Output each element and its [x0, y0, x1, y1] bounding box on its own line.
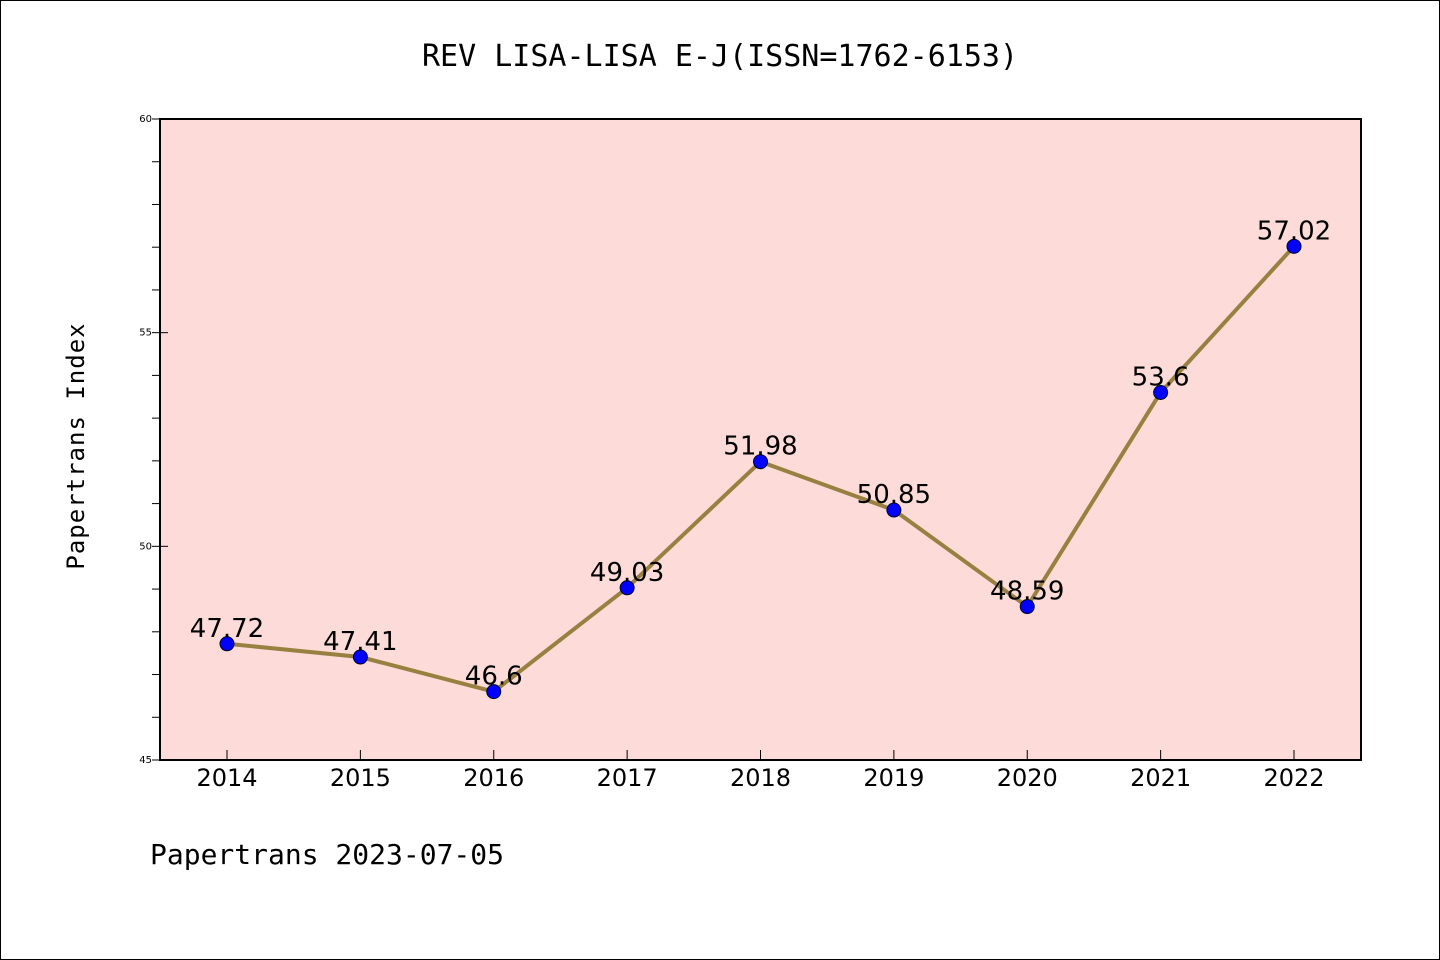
data-point	[886, 502, 902, 518]
data-label: 47.41	[323, 627, 397, 657]
data-point	[1286, 238, 1302, 254]
data-point	[1153, 384, 1169, 400]
chart-title: REV LISA-LISA E-J(ISSN=1762-6153)	[422, 39, 1018, 74]
x-tick-label: 2014	[196, 764, 257, 792]
data-label: 46.6	[465, 662, 523, 692]
series	[219, 238, 1302, 700]
data-label: 47.72	[190, 614, 264, 644]
footer-text: Papertrans 2023-07-05	[150, 838, 504, 871]
data-point	[1019, 599, 1035, 615]
y-tick-label: 45	[139, 755, 152, 766]
x-tick-label: 2015	[330, 764, 391, 792]
data-label: 48.59	[990, 577, 1064, 607]
data-label: 53.6	[1132, 362, 1190, 392]
data-point	[219, 636, 235, 652]
data-point	[486, 684, 502, 700]
x-tick-label: 2019	[863, 764, 924, 792]
x-tick-label: 2017	[597, 764, 658, 792]
y-tick-label: 55	[139, 328, 152, 339]
x-tick-label: 2016	[463, 764, 524, 792]
data-point	[619, 580, 635, 596]
data-point	[753, 454, 768, 470]
y-axis-label: Papertrans Index	[62, 322, 90, 569]
y-tick-label: 60	[139, 114, 152, 125]
data-label: 50.85	[857, 480, 931, 510]
data-label: 51.98	[723, 432, 797, 462]
data-point	[352, 649, 368, 665]
x-axis: 2014 2015 2016 2017 2018 2019 2020 2021 2022	[196, 750, 1325, 792]
x-tick-label: 2021	[1130, 764, 1191, 792]
data-label: 49.03	[590, 558, 664, 588]
x-tick-label: 2022	[1263, 764, 1324, 792]
x-tick-label: 2018	[730, 764, 791, 792]
x-tick-label: 2020	[997, 764, 1058, 792]
y-axis: 45 50 55 60	[139, 114, 168, 766]
data-label: 57.02	[1257, 216, 1331, 246]
data-labels: 47.72 47.41 46.6 49.03 51.98 50.85 48.59 53.6 57…	[190, 216, 1331, 691]
y-tick-label: 50	[139, 541, 152, 552]
